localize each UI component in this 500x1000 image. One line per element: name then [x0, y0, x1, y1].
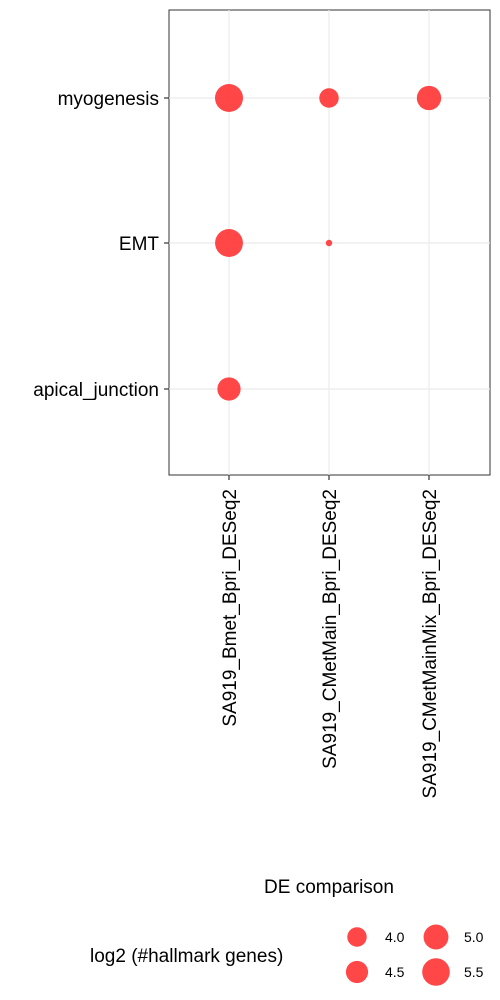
- y-tick-label: myogenesis: [58, 89, 159, 110]
- legend-key: [347, 927, 367, 947]
- legend-key: [423, 924, 449, 950]
- data-point: [217, 377, 241, 401]
- legend-label: 4.5: [385, 964, 405, 980]
- data-point: [319, 88, 339, 108]
- x-axis-title: DE comparison: [264, 877, 394, 898]
- x-axis: SA919_Bmet_Bpri_DESeq2 SA919_CMetMain_Bpr…: [220, 475, 441, 798]
- legend-label: 5.0: [464, 929, 484, 945]
- data-point: [215, 84, 243, 112]
- x-tick-label: SA919_CMetMainMix_Bpri_DESeq2: [420, 489, 441, 798]
- legend-key: [345, 960, 369, 984]
- legend-key: [422, 958, 450, 986]
- legend: log2 (#hallmark genes) 4.0 4.5 5.0 5.5: [90, 924, 484, 986]
- y-axis: apical_junction EMT myogenesis: [33, 89, 169, 401]
- x-tick-label: SA919_CMetMain_Bpri_DESeq2: [320, 489, 341, 769]
- y-tick-label: EMT: [119, 234, 160, 255]
- data-point: [325, 239, 333, 247]
- data-point: [215, 229, 243, 257]
- data-point: [416, 85, 442, 111]
- legend-label: 4.0: [385, 929, 405, 945]
- legend-title: log2 (#hallmark genes): [90, 946, 283, 967]
- y-tick-label: apical_junction: [33, 380, 159, 401]
- legend-label: 5.5: [464, 964, 484, 980]
- data-points: [215, 84, 442, 401]
- x-tick-label: SA919_Bmet_Bpri_DESeq2: [220, 489, 241, 727]
